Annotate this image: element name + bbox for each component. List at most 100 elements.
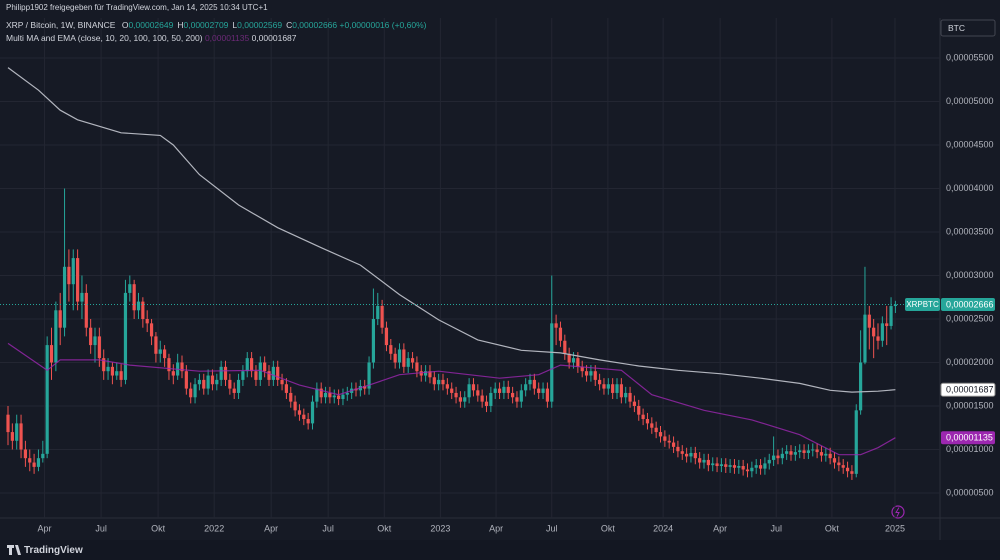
x-tick-label: Apr xyxy=(489,523,503,533)
candle-body xyxy=(158,349,162,354)
candle-body xyxy=(232,388,236,393)
y-tick-label: 0,00000500 xyxy=(946,487,994,497)
candle-body xyxy=(602,384,606,389)
ohlc-key: L xyxy=(232,20,238,30)
candle-body xyxy=(89,327,93,346)
candle-body xyxy=(880,323,884,341)
candle-body xyxy=(415,362,419,372)
candle-body xyxy=(241,371,245,380)
candle-body xyxy=(341,394,345,400)
candle-body xyxy=(750,467,754,472)
candle-body xyxy=(193,384,197,398)
y-tick-label: 0,00003000 xyxy=(946,270,994,280)
candle-body xyxy=(506,386,510,393)
candle-body xyxy=(250,358,254,372)
candle-body xyxy=(110,366,115,376)
candle-body xyxy=(641,414,645,420)
candle-body xyxy=(693,452,697,459)
candle-body xyxy=(685,453,689,457)
candle-body xyxy=(28,458,32,463)
candle-body xyxy=(728,465,732,467)
x-tick-label: Apr xyxy=(713,523,727,533)
ohlc-value: 0,00002709 xyxy=(183,20,229,30)
candle-body xyxy=(167,358,171,372)
currency-box[interactable] xyxy=(940,19,996,37)
candle-body xyxy=(32,462,36,467)
candle-body xyxy=(149,323,154,337)
candle-body xyxy=(885,323,889,326)
candle-body xyxy=(758,465,763,469)
candle-body xyxy=(332,395,336,398)
candle-body xyxy=(258,362,262,380)
y-tick-label: 0,00003500 xyxy=(946,226,994,236)
candle-body xyxy=(276,366,280,380)
y-tick-label: 0,00001000 xyxy=(946,444,994,454)
candle-body xyxy=(289,392,293,402)
candle-body xyxy=(889,306,893,326)
candle-body xyxy=(632,401,637,406)
candle-body xyxy=(628,392,632,402)
candle-body xyxy=(384,327,389,346)
candle-body xyxy=(515,397,519,402)
candle-body xyxy=(611,384,615,393)
candle-body xyxy=(367,362,371,389)
x-tick-label: Okt xyxy=(377,523,392,533)
brand-logo xyxy=(7,545,21,555)
candle-body xyxy=(263,362,267,372)
candle-body xyxy=(445,384,449,389)
brand: TradingView xyxy=(24,545,83,556)
candle-body xyxy=(454,392,458,398)
line-tag-label: 0,00001135 xyxy=(946,433,993,443)
symbol: XRP / Bitcoin, 1W, BINANCE xyxy=(6,20,116,30)
candle-body xyxy=(62,266,67,328)
candle-body xyxy=(724,464,728,467)
candle-body xyxy=(593,371,597,380)
candle-body xyxy=(567,353,571,363)
ohlc-value: 0,00002569 xyxy=(237,20,283,30)
candle-body xyxy=(119,371,123,380)
candle-body xyxy=(493,388,497,393)
change: +0,00000016 (+0,60%) xyxy=(339,20,427,30)
candle-body xyxy=(828,453,832,459)
x-tick-label: 2025 xyxy=(885,523,905,533)
ma-line xyxy=(7,342,896,456)
y-tick-label: 0,00005000 xyxy=(946,96,994,106)
y-tick-label: 0,00002000 xyxy=(946,357,994,367)
y-tick-label: 0,00005500 xyxy=(946,52,994,62)
candle-body xyxy=(502,386,506,393)
candle-body xyxy=(589,371,593,376)
x-tick-label: Jul xyxy=(95,523,107,533)
candle-body xyxy=(715,463,719,467)
candle-body xyxy=(437,379,441,385)
candle-body xyxy=(859,362,863,411)
y-tick-label: 0,00002500 xyxy=(946,313,994,323)
candle-body xyxy=(67,266,71,285)
currency: BTC xyxy=(948,23,965,33)
candle-body xyxy=(371,318,376,363)
candle-body xyxy=(310,401,315,424)
candle-body xyxy=(10,432,14,441)
candle-body xyxy=(772,455,776,460)
y-tick-label: 0,00004500 xyxy=(946,139,994,149)
candle-body xyxy=(571,358,576,363)
x-tick-label: Okt xyxy=(825,523,840,533)
candle-body xyxy=(785,451,789,454)
candle-body xyxy=(850,471,854,474)
candle-body xyxy=(497,388,502,393)
candle-body xyxy=(467,384,471,398)
candle-body xyxy=(741,466,745,470)
candle-body xyxy=(306,419,310,424)
candle-body xyxy=(424,371,428,376)
candle-body xyxy=(302,414,306,420)
candle-body xyxy=(145,318,149,324)
candle-body xyxy=(458,397,463,402)
y-tick-label: 0,00004000 xyxy=(946,183,994,193)
ema-value: 0,00001135 xyxy=(204,33,250,43)
candle-body xyxy=(280,379,284,385)
candle-body xyxy=(606,384,610,389)
candle-body xyxy=(41,453,45,459)
events-icon[interactable] xyxy=(891,505,905,519)
candle-body xyxy=(19,423,23,450)
x-tick-label: Okt xyxy=(601,523,616,533)
candle-body xyxy=(537,388,541,393)
